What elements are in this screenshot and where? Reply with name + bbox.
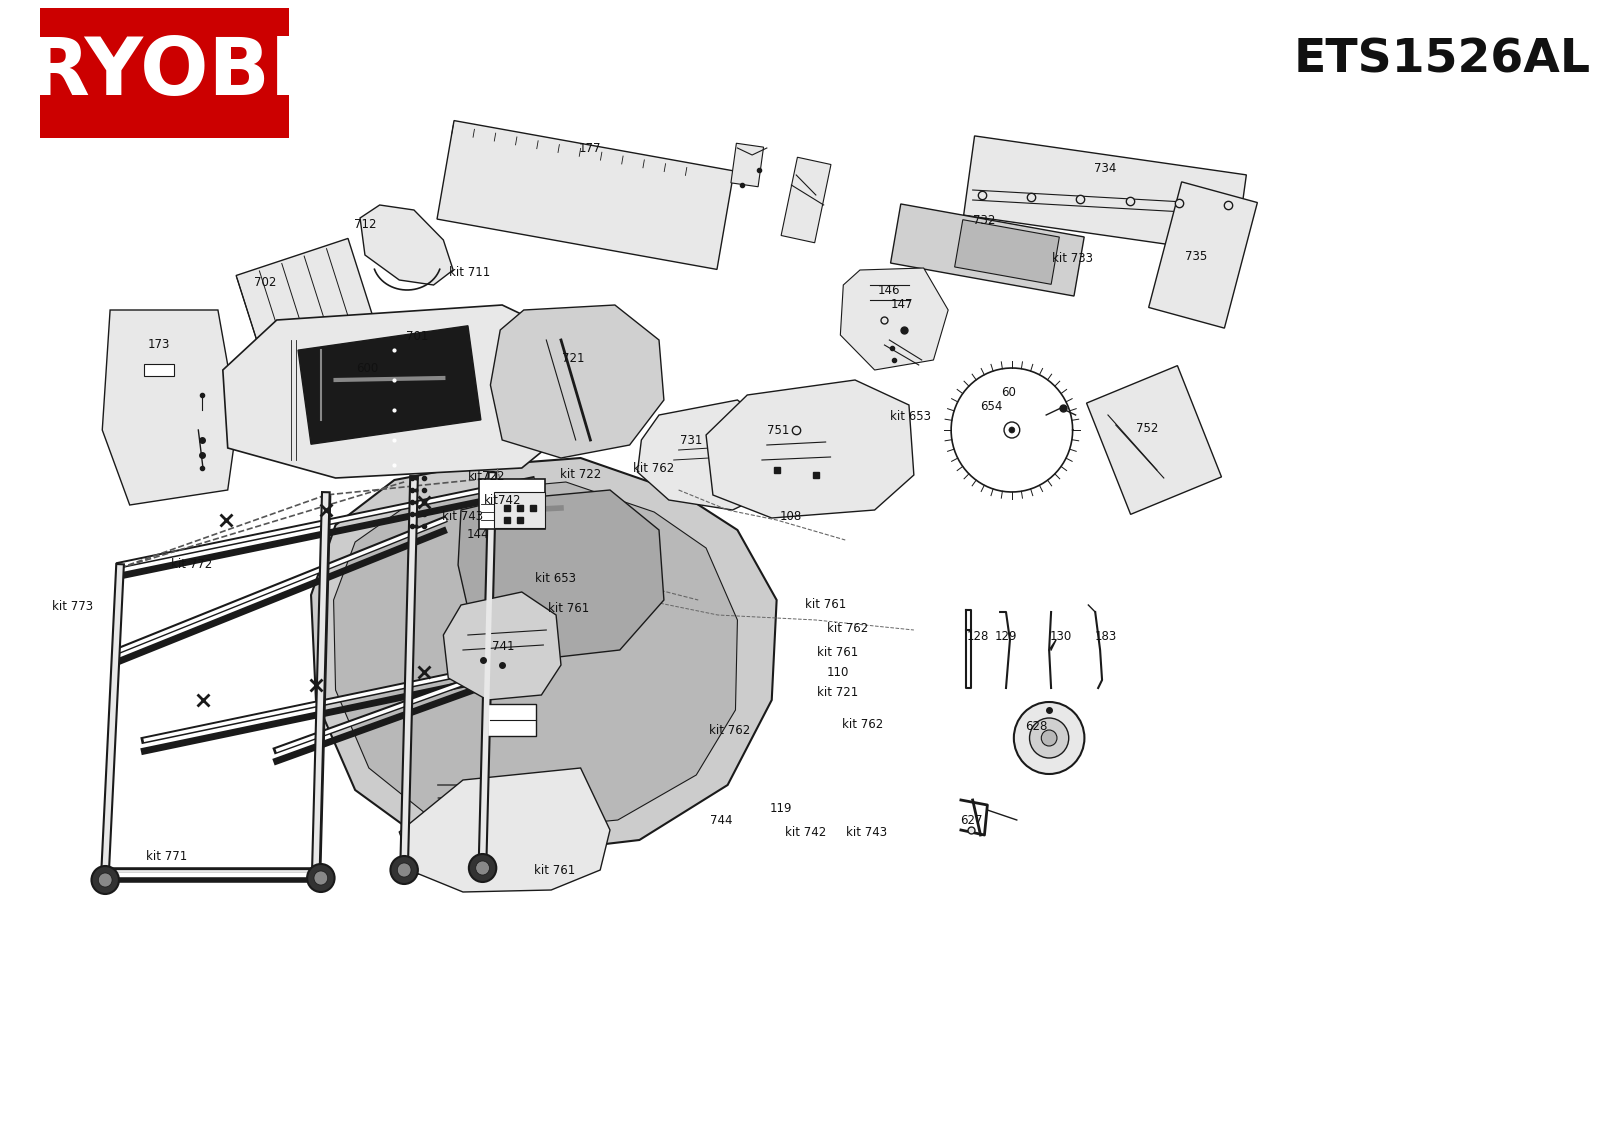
Text: 183: 183 <box>1094 629 1117 643</box>
Text: 712: 712 <box>354 218 376 230</box>
Polygon shape <box>310 458 776 855</box>
Polygon shape <box>955 220 1059 285</box>
Circle shape <box>314 871 328 885</box>
Text: 144: 144 <box>467 527 490 541</box>
Polygon shape <box>840 268 949 370</box>
Text: 129: 129 <box>995 629 1018 643</box>
Text: kit 653: kit 653 <box>891 409 931 423</box>
Polygon shape <box>222 305 581 479</box>
Text: 701: 701 <box>406 330 429 342</box>
Polygon shape <box>963 136 1246 254</box>
Text: kit 772: kit 772 <box>171 558 213 570</box>
Text: 119: 119 <box>770 802 792 814</box>
Text: ETS1526AL: ETS1526AL <box>1293 37 1590 83</box>
Text: kit742: kit742 <box>483 493 522 507</box>
Text: 146: 146 <box>878 284 901 296</box>
Polygon shape <box>494 492 546 528</box>
Circle shape <box>390 856 418 885</box>
Text: kit 761: kit 761 <box>805 598 846 610</box>
Text: kit 743: kit 743 <box>443 509 483 523</box>
Circle shape <box>1014 702 1085 775</box>
Text: kit 761: kit 761 <box>816 645 858 659</box>
Polygon shape <box>706 380 914 518</box>
Polygon shape <box>333 482 738 830</box>
Text: 735: 735 <box>1186 249 1208 262</box>
Polygon shape <box>1149 181 1258 328</box>
Text: kit 762: kit 762 <box>632 462 674 474</box>
Text: kit 762: kit 762 <box>709 723 750 736</box>
Polygon shape <box>488 704 536 736</box>
Polygon shape <box>443 592 562 700</box>
Text: 177: 177 <box>579 142 602 154</box>
Text: 110: 110 <box>826 666 848 678</box>
Circle shape <box>1005 422 1019 438</box>
Text: kit 733: kit 733 <box>1053 252 1093 264</box>
Circle shape <box>1029 718 1069 758</box>
Text: 744: 744 <box>709 813 733 827</box>
Text: kit 721: kit 721 <box>816 685 858 699</box>
Text: kit 722: kit 722 <box>560 467 602 481</box>
Polygon shape <box>478 479 546 528</box>
Circle shape <box>91 866 118 894</box>
Text: kit 771: kit 771 <box>146 849 187 863</box>
Text: 721: 721 <box>562 352 584 364</box>
Text: kit722: kit722 <box>467 469 506 482</box>
Text: kit 711: kit 711 <box>450 265 491 279</box>
Text: 654: 654 <box>981 399 1003 413</box>
Text: 732: 732 <box>973 213 995 227</box>
Text: 130: 130 <box>1050 629 1072 643</box>
Polygon shape <box>298 325 482 445</box>
Circle shape <box>1010 428 1014 433</box>
Polygon shape <box>437 120 734 270</box>
Text: kit 773: kit 773 <box>53 600 93 612</box>
Text: kit 762: kit 762 <box>827 621 867 635</box>
Circle shape <box>469 854 496 882</box>
Text: 734: 734 <box>1094 161 1117 175</box>
Text: 60: 60 <box>1002 387 1016 399</box>
Circle shape <box>397 863 411 877</box>
Polygon shape <box>637 400 776 510</box>
Polygon shape <box>1086 365 1221 515</box>
Text: kit 742: kit 742 <box>786 826 827 838</box>
Polygon shape <box>781 158 830 243</box>
Text: kit 761: kit 761 <box>549 601 589 615</box>
Polygon shape <box>891 204 1085 296</box>
Text: RYOBI: RYOBI <box>27 34 301 112</box>
Text: 752: 752 <box>1136 422 1158 434</box>
Polygon shape <box>731 143 763 187</box>
Polygon shape <box>400 768 610 892</box>
Circle shape <box>475 861 490 875</box>
Polygon shape <box>144 364 174 376</box>
Text: 108: 108 <box>779 510 802 524</box>
Text: 628: 628 <box>1026 719 1048 733</box>
Text: 627: 627 <box>960 813 982 827</box>
Text: kit 653: kit 653 <box>534 572 576 584</box>
Text: 702: 702 <box>254 276 277 288</box>
Circle shape <box>307 864 334 892</box>
Circle shape <box>1042 730 1058 746</box>
Text: 173: 173 <box>147 339 170 352</box>
Text: kit 761: kit 761 <box>533 863 574 877</box>
Text: kit 762: kit 762 <box>842 718 883 730</box>
Text: 741: 741 <box>491 641 515 653</box>
Polygon shape <box>360 205 453 285</box>
Text: kit 743: kit 743 <box>846 826 888 838</box>
Polygon shape <box>458 490 664 660</box>
Text: 600: 600 <box>355 362 378 374</box>
Text: 147: 147 <box>891 298 914 312</box>
Text: 128: 128 <box>966 629 989 643</box>
Text: 751: 751 <box>768 423 790 437</box>
Text: 731: 731 <box>680 433 702 447</box>
Polygon shape <box>102 310 237 505</box>
Polygon shape <box>491 305 664 458</box>
Circle shape <box>98 873 112 887</box>
Polygon shape <box>237 238 373 352</box>
FancyBboxPatch shape <box>40 8 290 138</box>
